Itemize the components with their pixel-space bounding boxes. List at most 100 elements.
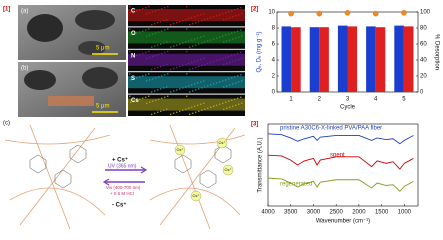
- eds-dot: [198, 65, 200, 68]
- eds-dot: [145, 51, 147, 54]
- eds-dot: [173, 23, 175, 25]
- eds-dot: [240, 51, 242, 54]
- eds-dot: [129, 28, 131, 30]
- y-axis-label: Transmittance (A.U.): [258, 137, 264, 192]
- eds-dot: [154, 90, 156, 92]
- eds-dot: [186, 6, 188, 8]
- crown-ether: [29, 144, 87, 189]
- eds-dot: [148, 95, 150, 97]
- eds-dot: [148, 28, 150, 30]
- eds-dot: [192, 45, 194, 47]
- x-tick-label: 2500: [330, 210, 344, 216]
- eds-label: Cs: [131, 98, 139, 104]
- eds-dot: [192, 112, 194, 114]
- eds-dot: [195, 89, 197, 91]
- panel-label: (a): [21, 9, 28, 15]
- series-label: regenerated: [280, 182, 312, 188]
- eds-dot: [170, 24, 172, 26]
- eds-dot: [198, 21, 200, 23]
- eds-dot: [167, 95, 169, 97]
- eds-dot: [157, 44, 159, 46]
- eds-label: O: [131, 31, 136, 37]
- eds-dot: [151, 113, 153, 115]
- eds-dot: [240, 96, 242, 98]
- eds-dot: [195, 111, 197, 113]
- pore: [27, 14, 63, 42]
- eds-dot: [160, 88, 162, 90]
- panel-label: [1]: [3, 7, 10, 13]
- polymer-chain: [149, 124, 246, 229]
- eds-dot: [148, 73, 150, 75]
- y-tick-label: 8: [272, 26, 276, 32]
- eds-dot: [154, 45, 156, 47]
- eds-region: [48, 96, 94, 106]
- eds-dot: [129, 50, 131, 53]
- eds-dot: [176, 66, 178, 69]
- eds-dot: [151, 46, 153, 48]
- eds-dot: [167, 73, 169, 75]
- eds-dot: [179, 43, 181, 45]
- eds-dot: [192, 90, 194, 92]
- eds-dot: [164, 29, 166, 31]
- cs-ion: [174, 144, 186, 156]
- cs-ion: [222, 164, 234, 176]
- schematic: [4, 124, 246, 229]
- y-axis-label: Qₑ, Dₑ (mg g⁻¹): [257, 32, 263, 73]
- eds-band: [128, 31, 245, 44]
- eds-dot: [164, 96, 166, 98]
- eds-dot: [161, 8, 163, 10]
- plot-frame: [267, 123, 419, 207]
- eds-dot: [151, 91, 153, 93]
- spectrum: [267, 177, 414, 192]
- eds-dot: [157, 22, 159, 24]
- eds-dot: [179, 110, 181, 112]
- eds-dot: [167, 6, 169, 8]
- scale-label: 5 μm: [96, 104, 109, 110]
- x-tick-label: 4000: [261, 210, 275, 216]
- eds-dot: [170, 46, 172, 48]
- panel-label: [3]: [251, 122, 258, 128]
- bar: [337, 25, 348, 93]
- desorption-point: [288, 10, 294, 17]
- eds-dot: [161, 75, 163, 77]
- eds-dot: [129, 6, 131, 8]
- x-tick-label: 2: [318, 97, 322, 103]
- y2-tick-label: 80: [420, 26, 427, 32]
- pore: [24, 70, 56, 90]
- eds-dot: [145, 7, 147, 9]
- eds-dot: [240, 29, 242, 31]
- eds-dot: [198, 88, 200, 90]
- schematic-label: + 0.5 M HCl: [110, 191, 134, 196]
- arrow-head: [140, 166, 148, 174]
- eds-dot: [160, 21, 162, 23]
- cs-label: Cs⁺: [177, 147, 184, 152]
- bar: [281, 26, 292, 92]
- eds-dot: [160, 65, 162, 68]
- y2-tick-label: 100: [420, 10, 431, 16]
- y-tick-label: 4: [272, 58, 276, 64]
- schematic-label: UV (365 nm): [108, 163, 137, 169]
- eds-dot: [237, 30, 239, 32]
- bar: [347, 26, 358, 92]
- eds-dot: [237, 52, 239, 55]
- eds-band: [128, 53, 245, 66]
- bar: [403, 26, 414, 92]
- bar: [319, 27, 329, 93]
- bar: [394, 25, 404, 93]
- eds-label: N: [131, 53, 135, 59]
- series-label: spent: [330, 153, 345, 159]
- eds-dot: [240, 74, 242, 76]
- eds-dot: [160, 110, 162, 112]
- eds-dot: [179, 21, 181, 23]
- cs-label: Cs⁺: [225, 167, 232, 172]
- eds-dot: [154, 112, 156, 114]
- eds-dot: [176, 89, 178, 91]
- eds-dot: [195, 66, 197, 69]
- eds-dot: [192, 23, 194, 25]
- cs-label: Cs⁺: [193, 193, 200, 198]
- figure: [1] (a) (b) 5 μm 5 μm C O N S Cs (c) + Cs⁺ U…: [3, 5, 439, 229]
- panel-label: [2]: [251, 7, 258, 13]
- x-tick-label: 2000: [352, 210, 366, 216]
- x-tick-label: 1000: [398, 210, 412, 216]
- schematic-label: + Cs⁺: [112, 157, 128, 164]
